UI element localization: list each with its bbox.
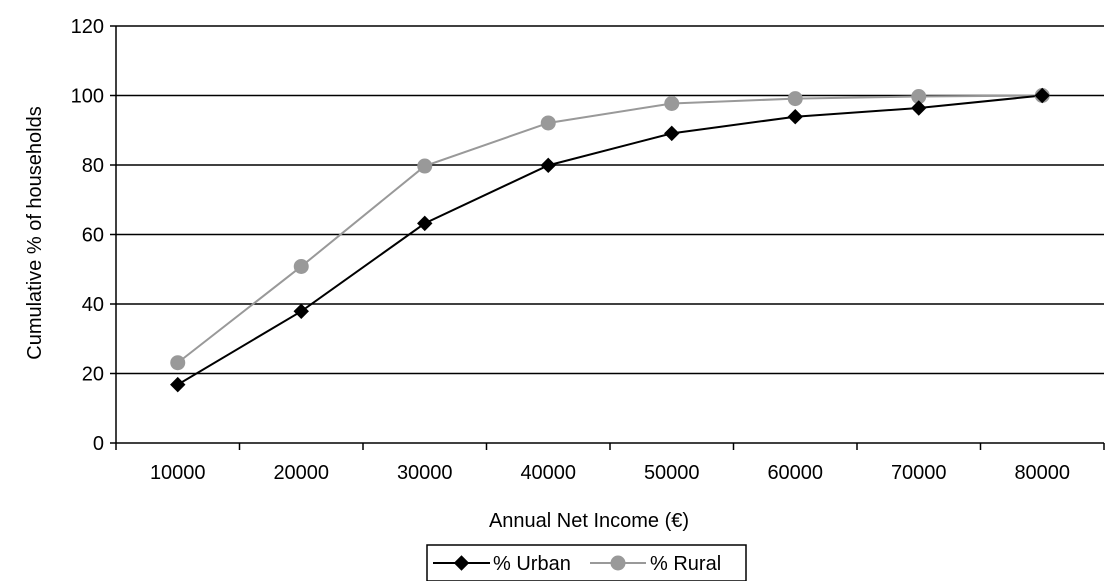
data-point-urban — [911, 100, 927, 116]
x-tick-label: 80000 — [1014, 462, 1070, 484]
x-tick-label: 30000 — [397, 462, 453, 484]
data-point-urban — [293, 303, 309, 320]
y-tick-label: 40 — [82, 294, 104, 316]
legend-marker-rural — [610, 555, 626, 571]
series-line-rural — [177, 94, 1043, 364]
data-point-rural — [170, 355, 186, 371]
x-axis-title: Annual Net Income (€) — [489, 510, 689, 532]
y-tick-label: 20 — [82, 364, 104, 386]
y-tick-label: 60 — [82, 225, 104, 247]
data-point-urban — [540, 157, 556, 174]
legend-label-rural: % Rural — [650, 553, 721, 575]
series-line-urban — [177, 94, 1043, 386]
x-tick-label: 40000 — [520, 462, 576, 484]
legend: % Urban % Rural — [426, 544, 747, 582]
data-point-rural — [540, 115, 556, 131]
data-point-rural — [787, 91, 803, 107]
x-tick-label: 50000 — [644, 462, 700, 484]
x-tick-label: 70000 — [891, 462, 947, 484]
y-tick-label: 80 — [82, 155, 104, 177]
legend-marker-urban — [453, 555, 470, 571]
y-tick-label: 100 — [71, 86, 104, 108]
x-tick-label: 60000 — [767, 462, 823, 484]
data-point-urban — [1034, 87, 1050, 104]
series-markers — [170, 87, 1050, 393]
axes — [110, 25, 1105, 450]
y-axis-title: Cumulative % of households — [24, 106, 46, 359]
series-lines — [177, 94, 1043, 386]
data-point-urban — [170, 376, 186, 393]
data-point-rural — [664, 95, 680, 111]
data-point-rural — [417, 158, 433, 174]
data-point-urban — [417, 215, 433, 232]
data-point-urban — [664, 125, 680, 142]
y-tick-label: 0 — [93, 433, 104, 455]
x-tick-label: 10000 — [150, 462, 206, 484]
legend-label-urban: % Urban — [493, 553, 571, 575]
y-tick-label: 120 — [71, 16, 104, 38]
tick-labels: 0 20 40 60 80 100 120 10000 20000 30000 40000 50000… — [71, 16, 1070, 484]
x-tick-label: 20000 — [273, 462, 329, 484]
data-point-rural — [293, 258, 309, 274]
data-point-urban — [787, 108, 803, 125]
grid-lines — [116, 25, 1104, 375]
